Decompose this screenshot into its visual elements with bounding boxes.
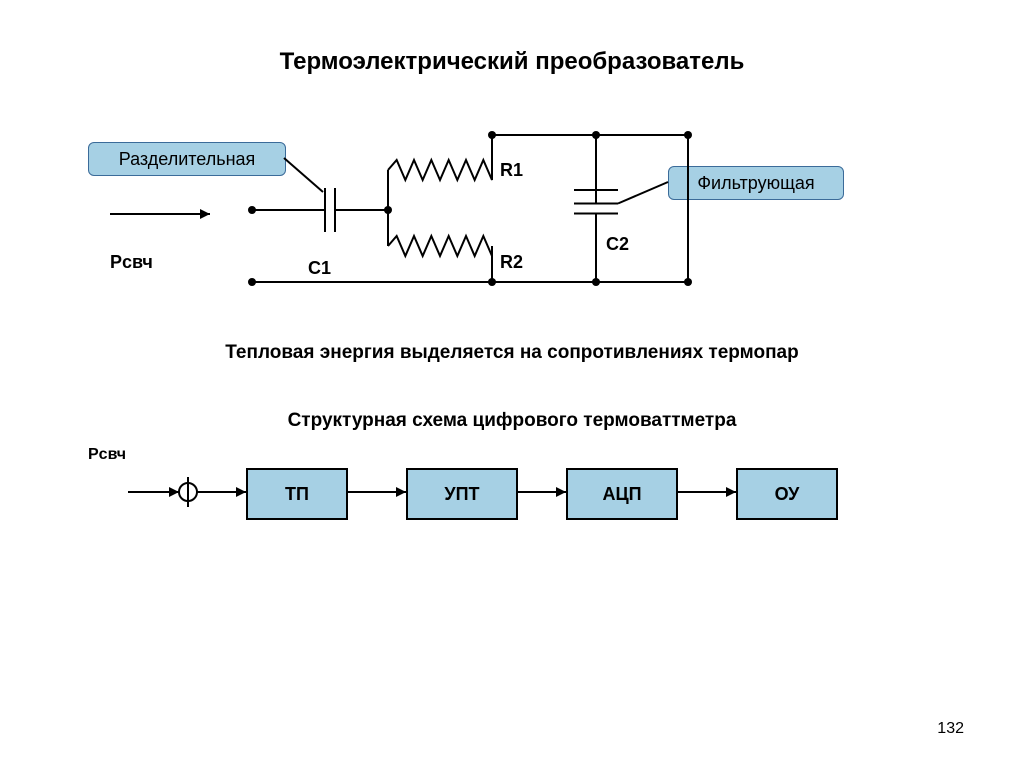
block-ou: ОУ [736, 468, 838, 520]
block-diagram [0, 0, 1024, 768]
block-tp: ТП [246, 468, 348, 520]
page-number: 132 [937, 720, 964, 738]
block-acp-label: АЦП [602, 484, 641, 505]
block-tp-label: ТП [285, 484, 309, 505]
block-acp: АЦП [566, 468, 678, 520]
block-ou-label: ОУ [775, 484, 800, 505]
block-upt-label: УПТ [444, 484, 479, 505]
block-upt: УПТ [406, 468, 518, 520]
